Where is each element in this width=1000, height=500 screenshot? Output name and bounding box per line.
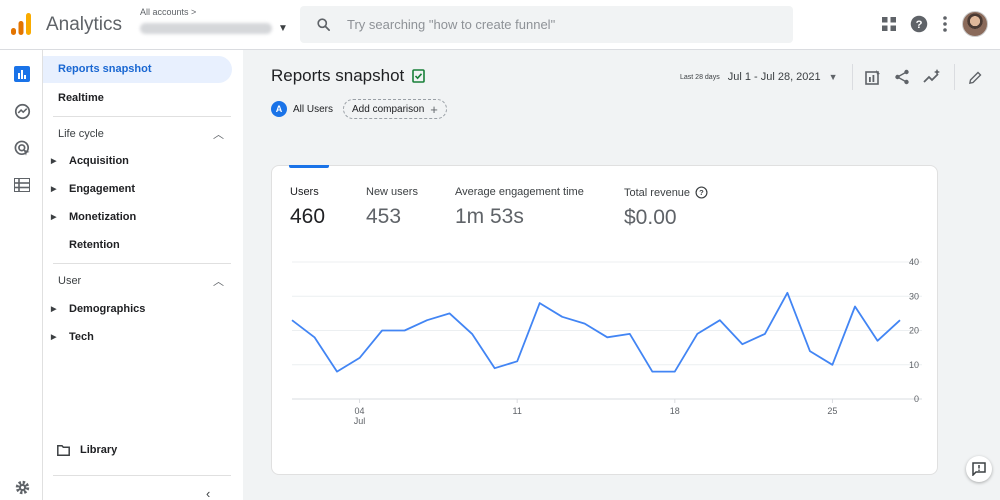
nav-item-acquisition[interactable]: ▶ Acquisition: [51, 155, 129, 167]
x-tick-label: 25: [827, 406, 837, 416]
rail-reports[interactable]: [11, 63, 33, 85]
share-icon[interactable]: [894, 69, 910, 85]
account-selector[interactable]: All accounts > ▼: [140, 7, 288, 34]
y-tick-label: 0: [914, 394, 919, 404]
chevron-up-icon[interactable]: ︿: [213, 129, 224, 141]
nav-item-label: Reports snapshot: [58, 63, 152, 75]
x-tick-label: 04: [355, 406, 365, 416]
collapse-nav-icon[interactable]: ‹: [206, 486, 211, 500]
nav-item-demographics[interactable]: ▶ Demographics: [51, 303, 146, 315]
segment-label: All Users: [293, 103, 334, 115]
nav-item-reports-snapshot[interactable]: Reports snapshot: [43, 56, 232, 83]
insights-icon[interactable]: [922, 69, 941, 85]
search-bar[interactable]: [300, 6, 793, 43]
search-input[interactable]: [347, 17, 767, 32]
rail-admin[interactable]: [11, 476, 33, 498]
section-user[interactable]: User: [58, 275, 82, 287]
date-caption: Last 28 days: [680, 73, 720, 81]
search-icon: [317, 18, 330, 31]
target-icon: [14, 140, 30, 156]
metric-users[interactable]: Users 460: [290, 186, 326, 228]
segment-badge: A: [271, 101, 287, 117]
x-tick-label: 18: [670, 406, 680, 416]
app-title: Analytics: [46, 14, 123, 35]
divider: [53, 263, 231, 264]
metric-avg-engagement-time[interactable]: Average engagement time 1m 53s: [455, 186, 584, 228]
customize-report-icon[interactable]: [864, 69, 881, 85]
svg-text:?: ?: [916, 19, 923, 31]
active-tab-indicator: [289, 165, 329, 168]
account-caption: All accounts: [140, 7, 189, 17]
nav-item-retention[interactable]: Retention: [69, 239, 120, 251]
nav-item-monetization[interactable]: ▶ Monetization: [51, 211, 137, 223]
apps-grid-icon[interactable]: [882, 17, 896, 31]
analytics-logo[interactable]: [10, 12, 32, 36]
explore-icon: [14, 103, 30, 119]
metric-new-users[interactable]: New users 453: [366, 186, 418, 228]
y-tick-label: 10: [909, 360, 919, 370]
expand-arrow-icon: ▶: [51, 158, 57, 165]
divider: [53, 116, 231, 117]
x-tick-sublabel: Jul: [354, 416, 366, 426]
comparison-all-users[interactable]: A All Users: [271, 101, 333, 117]
bar-chart-icon: [14, 66, 30, 82]
nav-item-tech[interactable]: ▶ Tech: [51, 331, 94, 343]
caret-down-icon[interactable]: ▼: [828, 72, 838, 82]
expand-arrow-icon: ▶: [51, 214, 57, 221]
edit-pencil-icon[interactable]: [968, 70, 983, 85]
top-bar: Analytics All accounts > ▼ ?: [0, 0, 1000, 50]
caret-down-icon: ▼: [278, 23, 288, 34]
feedback-button[interactable]: [966, 456, 992, 482]
redacted-account-name: [140, 23, 272, 34]
divider: [53, 475, 231, 476]
rail-explore[interactable]: [11, 100, 33, 122]
svg-text:?: ?: [699, 188, 704, 197]
user-avatar[interactable]: [962, 11, 988, 37]
chevron-up-icon[interactable]: ︿: [213, 276, 224, 288]
overview-card: Users 460 New users 453 Average engageme…: [271, 165, 938, 475]
breadcrumb-arrow: >: [191, 7, 197, 17]
divider: [851, 64, 853, 90]
report-nav: Reports snapshot Realtime Life cycle ︿ ▶…: [43, 50, 243, 500]
nav-item-library[interactable]: Library: [57, 444, 117, 456]
y-tick-label: 40: [909, 257, 919, 267]
metric-total-revenue[interactable]: Total revenue ? $0.00: [624, 186, 708, 230]
section-life-cycle[interactable]: Life cycle: [58, 128, 104, 140]
page-title: Reports snapshot: [271, 66, 405, 85]
expand-arrow-icon: ▶: [51, 334, 57, 341]
x-tick-label: 11: [513, 406, 522, 416]
left-rail: [0, 50, 43, 500]
list-icon: [14, 178, 30, 192]
plus-icon: +: [430, 101, 438, 117]
series-line-users: [291, 291, 901, 373]
expand-arrow-icon: ▶: [51, 186, 57, 193]
help-icon[interactable]: ?: [910, 15, 928, 33]
more-vert-icon[interactable]: [942, 16, 948, 32]
y-tick-label: 20: [909, 326, 919, 336]
divider: [953, 64, 955, 90]
rail-advertising[interactable]: [11, 137, 33, 159]
rail-configure[interactable]: [11, 174, 33, 196]
expand-arrow-icon: ▶: [51, 306, 57, 313]
folder-icon: [57, 444, 70, 456]
add-comparison-button[interactable]: Add comparison +: [343, 99, 447, 119]
y-tick-label: 30: [909, 291, 919, 301]
nav-item-realtime[interactable]: Realtime: [58, 92, 104, 104]
date-range-picker[interactable]: Jul 1 - Jul 28, 2021: [727, 71, 821, 83]
gear-icon: [15, 480, 29, 494]
nav-item-engagement[interactable]: ▶ Engagement: [51, 183, 136, 195]
check-circle-icon[interactable]: [412, 69, 426, 83]
feedback-icon: [972, 462, 986, 476]
help-outline-icon[interactable]: ?: [695, 186, 708, 199]
